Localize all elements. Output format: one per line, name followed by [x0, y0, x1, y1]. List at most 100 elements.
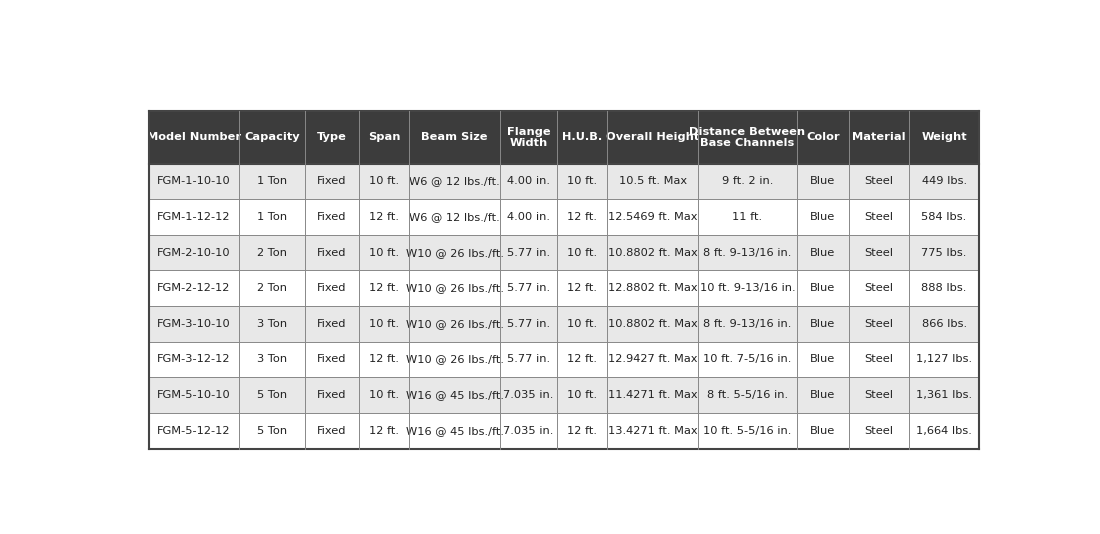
Text: 12 ft.: 12 ft.	[370, 426, 399, 436]
Text: 10 ft.: 10 ft.	[568, 176, 597, 186]
Text: 5 Ton: 5 Ton	[256, 390, 287, 400]
Text: 12 ft.: 12 ft.	[568, 426, 597, 436]
Text: Steel: Steel	[865, 355, 893, 365]
Text: Blue: Blue	[811, 390, 836, 400]
Text: 2 Ton: 2 Ton	[257, 248, 287, 258]
Text: 10 ft.: 10 ft.	[568, 319, 597, 329]
Text: W6 @ 12 lbs./ft.: W6 @ 12 lbs./ft.	[409, 176, 500, 186]
Bar	[148, 342, 979, 378]
Text: FGM-3-10-10: FGM-3-10-10	[157, 319, 231, 329]
Text: Blue: Blue	[811, 212, 836, 222]
Text: 584 lbs.: 584 lbs.	[922, 212, 967, 222]
Text: Blue: Blue	[811, 426, 836, 436]
Text: 4.00 in.: 4.00 in.	[507, 176, 550, 186]
Bar	[148, 270, 979, 306]
Text: W16 @ 45 lbs./ft.: W16 @ 45 lbs./ft.	[406, 426, 504, 436]
Text: 1,664 lbs.: 1,664 lbs.	[916, 426, 972, 436]
Text: FGM-2-10-10: FGM-2-10-10	[157, 248, 231, 258]
Text: 7.035 in.: 7.035 in.	[504, 390, 553, 400]
Text: Steel: Steel	[865, 176, 893, 186]
Text: Flange
Width: Flange Width	[507, 127, 550, 148]
Text: 4.00 in.: 4.00 in.	[507, 212, 550, 222]
Text: Steel: Steel	[865, 390, 893, 400]
Text: 10 ft. 9-13/16 in.: 10 ft. 9-13/16 in.	[700, 283, 795, 293]
Text: 866 lbs.: 866 lbs.	[922, 319, 967, 329]
Text: Color: Color	[806, 132, 839, 143]
Text: 10 ft.: 10 ft.	[568, 390, 597, 400]
Text: 1 Ton: 1 Ton	[256, 212, 287, 222]
Text: FGM-3-12-12: FGM-3-12-12	[157, 355, 231, 365]
Text: 5.77 in.: 5.77 in.	[507, 283, 550, 293]
Text: Fixed: Fixed	[317, 176, 346, 186]
Text: 5.77 in.: 5.77 in.	[507, 319, 550, 329]
Text: FGM-1-12-12: FGM-1-12-12	[157, 212, 231, 222]
Text: Steel: Steel	[865, 248, 893, 258]
Text: 10 ft.: 10 ft.	[370, 176, 399, 186]
Text: 10.5 ft. Max: 10.5 ft. Max	[618, 176, 686, 186]
Text: 10.8802 ft. Max: 10.8802 ft. Max	[608, 248, 697, 258]
Text: FGM-5-12-12: FGM-5-12-12	[157, 426, 231, 436]
Text: Blue: Blue	[811, 248, 836, 258]
Text: FGM-1-10-10: FGM-1-10-10	[157, 176, 231, 186]
Text: Steel: Steel	[865, 283, 893, 293]
Text: Model Number: Model Number	[146, 132, 241, 143]
Text: Blue: Blue	[811, 176, 836, 186]
Text: W10 @ 26 lbs./ft.: W10 @ 26 lbs./ft.	[406, 248, 504, 258]
Text: 11.4271 ft. Max: 11.4271 ft. Max	[608, 390, 697, 400]
Text: 2 Ton: 2 Ton	[257, 283, 287, 293]
Text: 10 ft. 5-5/16 in.: 10 ft. 5-5/16 in.	[703, 426, 792, 436]
Text: Blue: Blue	[811, 283, 836, 293]
Text: 10.8802 ft. Max: 10.8802 ft. Max	[608, 319, 697, 329]
Text: 12 ft.: 12 ft.	[370, 283, 399, 293]
Text: 12 ft.: 12 ft.	[370, 212, 399, 222]
Text: W10 @ 26 lbs./ft.: W10 @ 26 lbs./ft.	[406, 283, 504, 293]
Text: Fixed: Fixed	[317, 248, 346, 258]
Text: 7.035 in.: 7.035 in.	[504, 426, 553, 436]
Text: 8 ft. 5-5/16 in.: 8 ft. 5-5/16 in.	[707, 390, 788, 400]
Text: Overall Height: Overall Height	[606, 132, 700, 143]
Text: 1,127 lbs.: 1,127 lbs.	[916, 355, 972, 365]
Text: Span: Span	[368, 132, 400, 143]
Text: Weight: Weight	[922, 132, 967, 143]
Text: 10 ft.: 10 ft.	[370, 390, 399, 400]
Text: Distance Between
Base Channels: Distance Between Base Channels	[690, 127, 805, 148]
Bar	[148, 199, 979, 235]
Text: 8 ft. 9-13/16 in.: 8 ft. 9-13/16 in.	[703, 248, 792, 258]
Text: 10 ft. 7-5/16 in.: 10 ft. 7-5/16 in.	[703, 355, 792, 365]
Text: 9 ft. 2 in.: 9 ft. 2 in.	[722, 176, 773, 186]
Text: Steel: Steel	[865, 319, 893, 329]
Text: Fixed: Fixed	[317, 212, 346, 222]
Text: 12 ft.: 12 ft.	[568, 212, 597, 222]
Text: Material: Material	[852, 132, 906, 143]
Bar	[148, 163, 979, 199]
Text: W10 @ 26 lbs./ft.: W10 @ 26 lbs./ft.	[406, 319, 504, 329]
Text: H.U.B.: H.U.B.	[562, 132, 603, 143]
Text: Fixed: Fixed	[317, 355, 346, 365]
Text: 12.5469 ft. Max: 12.5469 ft. Max	[608, 212, 697, 222]
Text: Fixed: Fixed	[317, 426, 346, 436]
Text: 3 Ton: 3 Ton	[256, 319, 287, 329]
Text: Fixed: Fixed	[317, 319, 346, 329]
Text: 3 Ton: 3 Ton	[256, 355, 287, 365]
Text: 5 Ton: 5 Ton	[256, 426, 287, 436]
Text: 12 ft.: 12 ft.	[568, 283, 597, 293]
Bar	[148, 235, 979, 270]
Text: 10 ft.: 10 ft.	[370, 248, 399, 258]
Text: 5.77 in.: 5.77 in.	[507, 355, 550, 365]
Text: 1 Ton: 1 Ton	[256, 176, 287, 186]
Text: Fixed: Fixed	[317, 283, 346, 293]
Bar	[148, 378, 979, 413]
Text: 12 ft.: 12 ft.	[370, 355, 399, 365]
Text: 10 ft.: 10 ft.	[370, 319, 399, 329]
Text: 13.4271 ft. Max: 13.4271 ft. Max	[608, 426, 697, 436]
Bar	[148, 413, 979, 449]
Text: 775 lbs.: 775 lbs.	[922, 248, 967, 258]
Text: Beam Size: Beam Size	[421, 132, 488, 143]
Text: Steel: Steel	[865, 212, 893, 222]
Text: 8 ft. 9-13/16 in.: 8 ft. 9-13/16 in.	[703, 319, 792, 329]
Text: Capacity: Capacity	[244, 132, 299, 143]
Text: 1,361 lbs.: 1,361 lbs.	[916, 390, 972, 400]
Text: 12 ft.: 12 ft.	[568, 355, 597, 365]
Text: W10 @ 26 lbs./ft.: W10 @ 26 lbs./ft.	[406, 355, 504, 365]
Text: Blue: Blue	[811, 355, 836, 365]
